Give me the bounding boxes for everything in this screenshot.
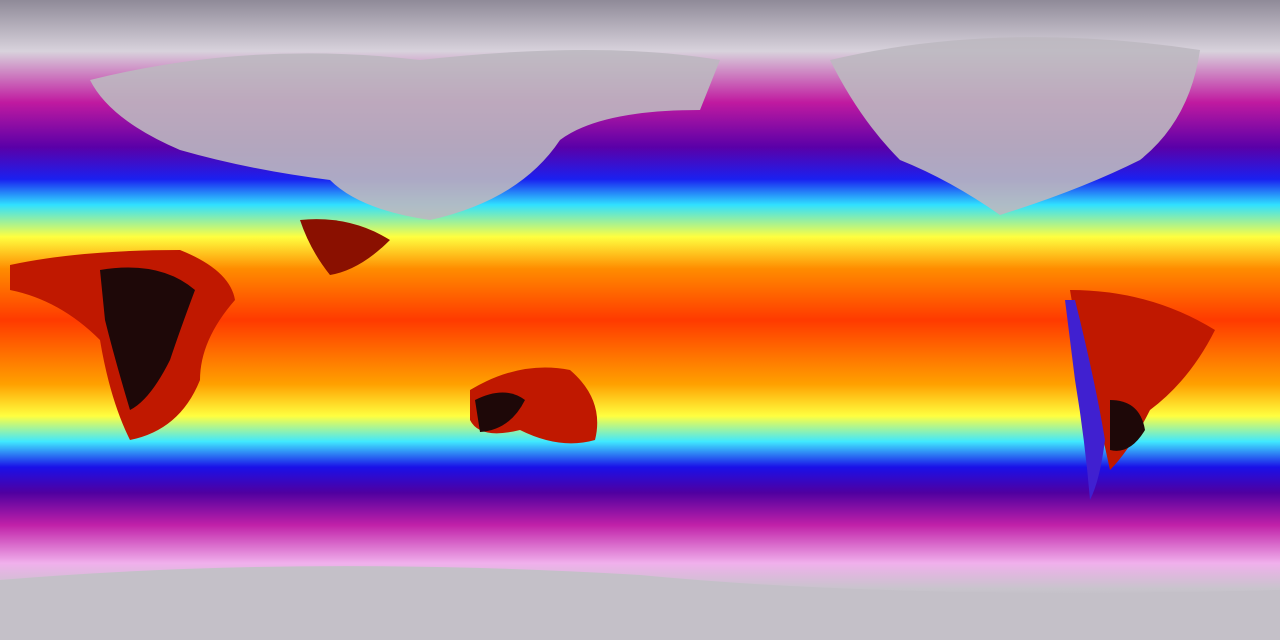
south-america-hot-region: [1070, 290, 1215, 470]
africa-core: [100, 267, 195, 410]
antarctica-cold-region: [0, 566, 1280, 640]
andes-cold-strip: [1065, 300, 1105, 500]
eurasia-cold-region: [90, 50, 720, 220]
australia-core: [475, 392, 525, 432]
south-america-core: [1110, 400, 1145, 451]
arabia-hot-region: [300, 219, 390, 275]
north-america-cold-region: [830, 37, 1200, 216]
